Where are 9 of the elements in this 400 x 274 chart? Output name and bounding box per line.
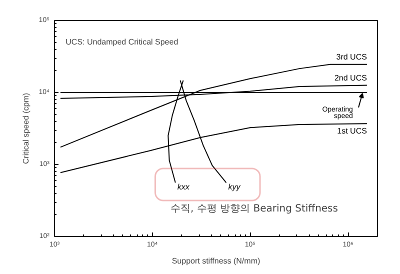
- series-label: kxx: [177, 182, 190, 192]
- annotation: UCS: Undamped Critical Speed: [66, 38, 178, 47]
- series-label: 2nd UCS: [334, 73, 367, 82]
- y-axis-title: Critical speed (cpm): [22, 92, 31, 164]
- series-label: kyy: [228, 182, 242, 192]
- annotation: 수직, 수평 방향의 Bearing Stiffness: [170, 204, 338, 215]
- x-axis-title: Support stiffness (N/mm): [172, 256, 260, 266]
- series-label: 1st UCS: [337, 126, 367, 136]
- series-label: 3rd UCS: [336, 52, 367, 62]
